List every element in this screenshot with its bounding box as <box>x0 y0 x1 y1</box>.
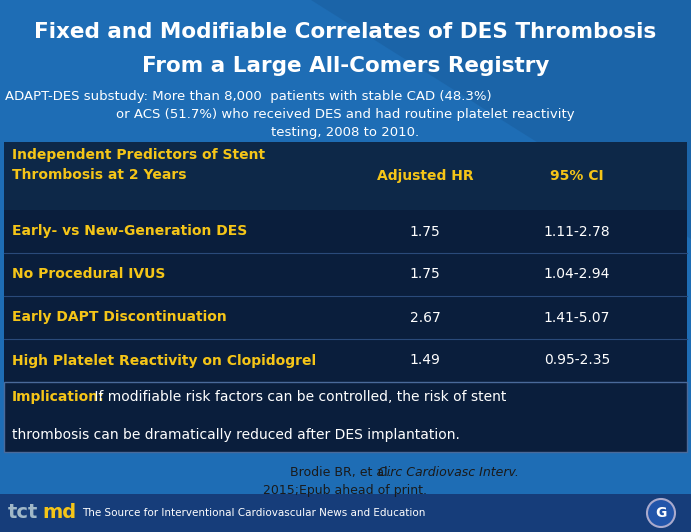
Text: 1.49: 1.49 <box>410 353 440 368</box>
Text: Adjusted HR: Adjusted HR <box>377 169 473 183</box>
Text: G: G <box>655 506 667 520</box>
Text: Implication:: Implication: <box>12 390 104 404</box>
Polygon shape <box>311 0 691 239</box>
Bar <box>4 382 687 452</box>
Circle shape <box>647 499 675 527</box>
Text: 1.41-5.07: 1.41-5.07 <box>544 311 610 325</box>
Text: No Procedural IVUS: No Procedural IVUS <box>12 268 165 281</box>
Text: Early- vs New-Generation DES: Early- vs New-Generation DES <box>12 225 247 238</box>
Text: Brodie BR, et al.: Brodie BR, et al. <box>290 466 396 479</box>
Text: tct: tct <box>8 503 39 522</box>
Text: 2.67: 2.67 <box>410 311 440 325</box>
Text: High Platelet Reactivity on Clopidogrel: High Platelet Reactivity on Clopidogrel <box>12 353 316 368</box>
Text: md: md <box>42 503 76 522</box>
Text: 95% CI: 95% CI <box>550 169 604 183</box>
Bar <box>4 142 687 210</box>
Text: 1.75: 1.75 <box>410 225 440 238</box>
Bar <box>4 142 687 382</box>
Text: From a Large All-Comers Registry: From a Large All-Comers Registry <box>142 56 549 76</box>
Bar <box>4 382 687 452</box>
Text: If modifiable risk factors can be controlled, the risk of stent: If modifiable risk factors can be contro… <box>90 390 507 404</box>
Bar <box>0 494 691 532</box>
Text: 1.75: 1.75 <box>410 268 440 281</box>
Text: Early DAPT Discontinuation: Early DAPT Discontinuation <box>12 311 227 325</box>
Text: 2015;Epub ahead of print.: 2015;Epub ahead of print. <box>263 484 428 497</box>
Text: The Source for Interventional Cardiovascular News and Education: The Source for Interventional Cardiovasc… <box>82 508 426 518</box>
Text: 1.04-2.94: 1.04-2.94 <box>544 268 610 281</box>
Text: testing, 2008 to 2010.: testing, 2008 to 2010. <box>272 126 419 139</box>
Text: 1.11-2.78: 1.11-2.78 <box>544 225 610 238</box>
Text: Thrombosis at 2 Years: Thrombosis at 2 Years <box>12 168 187 182</box>
Text: ADAPT-DES substudy: More than 8,000  patients with stable CAD (48.3%): ADAPT-DES substudy: More than 8,000 pati… <box>5 90 491 103</box>
Text: Independent Predictors of Stent: Independent Predictors of Stent <box>12 148 265 162</box>
Text: thrombosis can be dramatically reduced after DES implantation.: thrombosis can be dramatically reduced a… <box>12 428 460 442</box>
Text: Fixed and Modifiable Correlates of DES Thrombosis: Fixed and Modifiable Correlates of DES T… <box>35 22 656 42</box>
Text: or ACS (51.7%) who received DES and had routine platelet reactivity: or ACS (51.7%) who received DES and had … <box>116 108 575 121</box>
Text: 0.95-2.35: 0.95-2.35 <box>544 353 610 368</box>
Text: Circ Cardiovasc Interv.: Circ Cardiovasc Interv. <box>379 466 520 479</box>
